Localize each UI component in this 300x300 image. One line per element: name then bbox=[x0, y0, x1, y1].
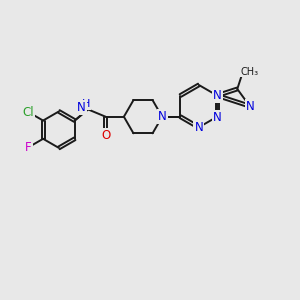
Text: N: N bbox=[213, 89, 222, 102]
Text: N: N bbox=[246, 100, 255, 112]
Text: Cl: Cl bbox=[22, 106, 34, 119]
Text: H: H bbox=[81, 99, 90, 109]
Text: N: N bbox=[213, 111, 222, 124]
Text: O: O bbox=[102, 129, 111, 142]
Text: N: N bbox=[77, 101, 86, 114]
Text: CH₃: CH₃ bbox=[240, 67, 259, 76]
Text: N: N bbox=[158, 110, 167, 123]
Text: F: F bbox=[25, 141, 32, 154]
Text: N: N bbox=[194, 121, 203, 134]
